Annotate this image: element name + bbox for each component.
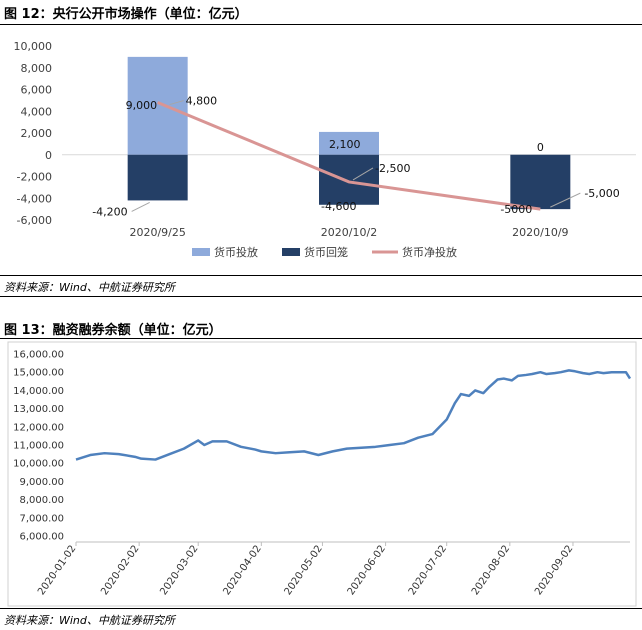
y-tick-label: 15,000.00 bbox=[13, 368, 64, 379]
injection-data-label: 9,000 bbox=[126, 99, 157, 112]
figure12-top-rule bbox=[0, 24, 642, 25]
y-tick-label: 8,000.00 bbox=[19, 495, 64, 506]
figure12-bottom-rule bbox=[0, 275, 642, 276]
label-leader bbox=[550, 192, 581, 208]
y-tick-label: 16,000.00 bbox=[13, 350, 64, 361]
y-tick-label: 4,000 bbox=[21, 105, 53, 118]
injection-bar bbox=[319, 131, 379, 155]
y-tick-label: 13,000.00 bbox=[13, 404, 64, 415]
figure13-bottom-rule bbox=[0, 608, 642, 609]
y-tick-label: 6,000 bbox=[21, 84, 53, 97]
withdrawal-data-label: -4,200 bbox=[92, 205, 127, 218]
x-tick-label: 2020-03-02 bbox=[158, 543, 200, 597]
y-tick-label: 8,000 bbox=[21, 62, 53, 75]
withdrawal-bar bbox=[319, 154, 379, 205]
x-tick-label: 2020-02-02 bbox=[99, 543, 141, 597]
label-leader bbox=[131, 201, 150, 212]
margin-balance-chart: 16,000.00 15,000.00 14,000.00 13,000.00 12,0… bbox=[7, 341, 637, 607]
x-tick-label: 2020-07-02 bbox=[407, 543, 449, 597]
x-tick-label: 2020/10/9 bbox=[512, 226, 568, 239]
legend-withdrawal-swatch bbox=[282, 248, 300, 256]
net-data-label: 4,800 bbox=[186, 95, 218, 108]
withdrawal-data-label: -5000 bbox=[500, 203, 532, 216]
y-tick-label: 14,000.00 bbox=[13, 386, 64, 397]
y-tick-label: 11,000.00 bbox=[13, 441, 64, 452]
y-tick-label: 10,000.00 bbox=[13, 459, 64, 470]
y-tick-label: 12,000.00 bbox=[13, 422, 64, 433]
x-tick-label: 2020-04-02 bbox=[221, 543, 263, 597]
legend-injection-swatch bbox=[192, 248, 210, 256]
label-leader bbox=[169, 100, 184, 106]
legend-withdrawal-label: 货币回笼 bbox=[304, 245, 348, 259]
y-tick-label: 9,000.00 bbox=[19, 477, 64, 488]
injection-data-label: 0 bbox=[537, 141, 544, 154]
y-tick-label: 7,000.00 bbox=[19, 513, 64, 524]
figure12-source: 资料来源：Wind、中航证券研究所 bbox=[4, 281, 175, 294]
legend-net-label: 货币净投放 bbox=[402, 245, 457, 259]
x-tick-label: 2020-06-02 bbox=[346, 543, 388, 597]
injection-data-label: 2,100 bbox=[329, 138, 361, 151]
label-leader bbox=[352, 167, 374, 181]
figure12-title: 图 12：央行公开市场操作（单位：亿元） bbox=[4, 7, 248, 22]
figure12-source-rule bbox=[0, 296, 642, 297]
figure13-top-rule bbox=[0, 338, 642, 339]
y-tick-label: -2,000 bbox=[17, 171, 52, 184]
net-data-label: -2,500 bbox=[375, 162, 410, 175]
y-tick-label: -6,000 bbox=[17, 214, 52, 227]
withdrawal-data-label: -4,600 bbox=[321, 200, 356, 213]
y-tick-label: 0 bbox=[45, 149, 52, 162]
x-tick-label: 2020-01-02 bbox=[36, 543, 78, 597]
open-market-chart: 10,000 8,000 6,000 4,000 2,000 0 -2,000 -4,000 -… bbox=[14, 40, 636, 259]
x-tick-label: 2020-08-02 bbox=[470, 543, 512, 597]
y-tick-label: 2,000 bbox=[21, 127, 53, 140]
net-injection-line bbox=[157, 101, 541, 211]
y-tick-label: -4,000 bbox=[17, 192, 52, 205]
figure13-title: 图 13：融资融券余额（单位：亿元） bbox=[4, 323, 222, 338]
withdrawal-bar bbox=[510, 154, 571, 210]
net-data-label: -5,000 bbox=[584, 187, 619, 200]
x-tick-label: 2020/9/25 bbox=[129, 226, 185, 239]
x-tick-label: 2020/10/2 bbox=[321, 226, 377, 239]
margin-balance-line bbox=[75, 369, 632, 461]
x-tick-label: 2020-05-02 bbox=[283, 543, 325, 597]
y-tick-label: 6,000.00 bbox=[19, 532, 64, 543]
withdrawal-bar bbox=[127, 154, 188, 201]
x-tick-label: 2020-09-02 bbox=[533, 543, 575, 597]
injection-bar bbox=[127, 56, 188, 155]
legend-injection-label: 货币投放 bbox=[214, 245, 258, 259]
figure13-source: 资料来源：Wind、中航证券研究所 bbox=[4, 614, 175, 627]
plot-frame bbox=[7, 341, 637, 607]
y-tick-label: 10,000 bbox=[14, 40, 53, 53]
